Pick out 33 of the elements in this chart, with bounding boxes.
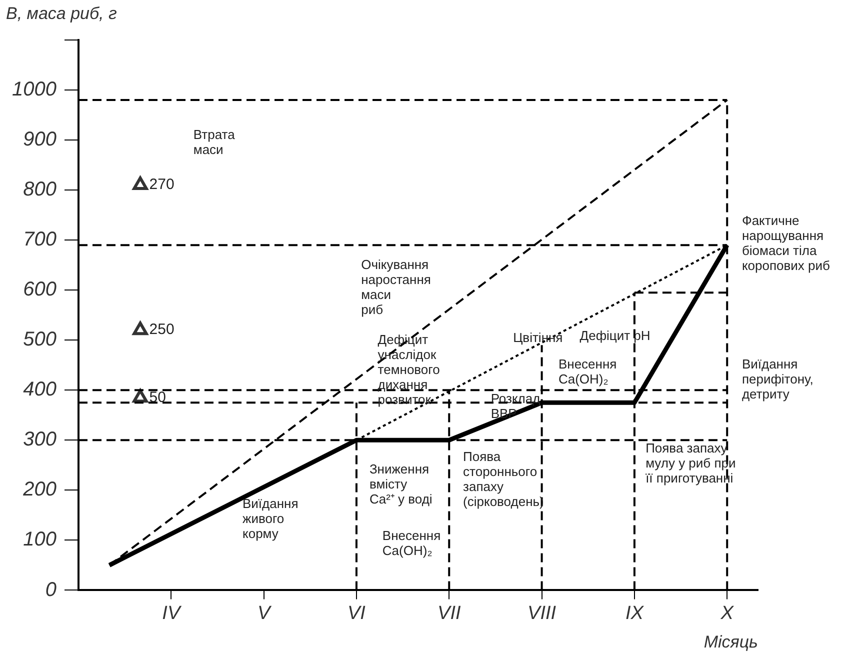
- annotation: 50: [149, 388, 166, 406]
- annotation: Втрата маси: [193, 127, 236, 158]
- y-tick-label: 900: [23, 128, 56, 151]
- y-tick-label: 800: [23, 178, 56, 201]
- y-tick-label: 300: [23, 428, 56, 451]
- x-tick-label: VI: [347, 602, 366, 624]
- y-axis-title: В, маса риб, г: [6, 4, 117, 24]
- annotation: Внесення Ca(OH)₂: [558, 356, 617, 387]
- y-tick-label: 700: [23, 228, 56, 251]
- annotation: Фактичне нарощування біомаси тіла коропових риб: [742, 213, 830, 274]
- y-tick-label: 500: [23, 328, 56, 351]
- y-tick-label: 100: [23, 528, 56, 551]
- annotation: Внесення Ca(OH)₂: [382, 528, 441, 558]
- x-tick-label: IX: [625, 602, 645, 624]
- x-axis-title: Місяць: [704, 632, 758, 652]
- annotation: Поява запаху мулу у риб при її приготуванні: [644, 440, 736, 486]
- annotation: Виїдання живого корму: [242, 496, 298, 542]
- annotation: Дефіцит pH: [580, 328, 650, 344]
- x-tick-label: V: [257, 602, 272, 624]
- x-tick-label: X: [720, 602, 735, 624]
- y-tick-label: 0: [45, 578, 56, 601]
- y-tick-label: 1000: [12, 78, 56, 101]
- y-tick-label: 600: [23, 278, 56, 301]
- annotation: Очікування наростання маси риб: [361, 257, 431, 318]
- annotation: 250: [149, 321, 174, 338]
- x-tick-label: VII: [438, 602, 462, 624]
- x-tick-label: IV: [162, 602, 182, 624]
- annotation: 270: [149, 176, 174, 194]
- annotation: Виїдання перифітону, детриту: [742, 356, 814, 402]
- annotation: Зниження вмісту Ca²⁺ у воді: [369, 462, 432, 507]
- x-tick-label: VIII: [528, 602, 557, 624]
- y-tick-label: 200: [22, 478, 56, 501]
- y-tick-label: 400: [23, 378, 56, 401]
